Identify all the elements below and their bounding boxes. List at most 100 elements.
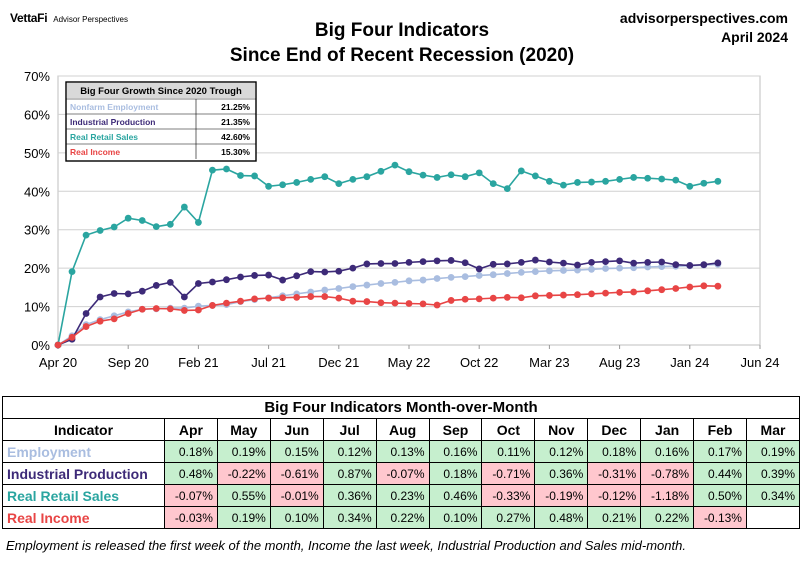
mom-value-cell: 0.34% [322, 506, 377, 529]
data-point-industrial [461, 259, 469, 267]
data-point-industrial [110, 290, 118, 297]
header-month: Mar [745, 418, 801, 441]
data-point-employment [349, 283, 357, 290]
data-point-retail [110, 223, 118, 231]
data-point-retail [686, 182, 694, 190]
logo-brand: VettaFi [10, 11, 48, 25]
mom-value-cell: 0.12% [322, 440, 377, 463]
data-point-employment [391, 278, 399, 286]
data-point-retail [574, 179, 581, 186]
vettafi-logo: VettaFi Advisor Perspectives [10, 11, 128, 25]
data-point-industrial [391, 260, 399, 267]
data-point-retail [658, 175, 666, 183]
data-point-income [335, 294, 343, 302]
mom-value-cell: 0.16% [640, 440, 695, 463]
mom-value-cell: 0.19% [216, 506, 271, 529]
data-point-income [658, 286, 666, 294]
data-point-retail [349, 175, 357, 183]
data-point-industrial [560, 259, 567, 267]
data-point-income [672, 285, 680, 292]
data-point-retail [180, 203, 188, 211]
mom-value-cell: 0.39% [745, 462, 801, 485]
mom-value-cell: 0.87% [322, 462, 377, 485]
data-point-retail [503, 185, 511, 192]
data-point-employment [363, 281, 371, 289]
data-point-employment [461, 273, 469, 280]
table-row: Industrial Production 0.48% -0.22% -0.61% 0.… [2, 462, 801, 485]
data-point-income [475, 295, 483, 303]
data-point-industrial [433, 257, 441, 265]
data-point-income [377, 299, 385, 307]
data-point-retail [68, 268, 76, 276]
inset-legend-label: Real Income [70, 147, 120, 157]
x-tick-label: Jul 21 [251, 355, 286, 370]
data-point-industrial [124, 290, 132, 298]
header-month: Nov [534, 418, 589, 441]
data-point-retail [419, 171, 427, 179]
mom-value-cell: 0.46% [428, 484, 483, 507]
data-point-retail [335, 180, 343, 188]
data-point-income [82, 323, 90, 330]
data-point-income [531, 292, 539, 300]
data-point-income [195, 306, 202, 314]
data-point-industrial [602, 258, 609, 266]
data-point-industrial [419, 258, 427, 266]
data-point-retail [714, 177, 722, 185]
data-point-industrial [195, 280, 202, 287]
mom-value-cell: 0.23% [375, 484, 430, 507]
data-point-industrial [349, 264, 357, 272]
mom-value-cell: 0.36% [322, 484, 377, 507]
data-point-retail [293, 179, 301, 186]
data-point-industrial [293, 272, 301, 280]
data-point-retail [560, 181, 567, 189]
data-point-industrial [377, 260, 385, 267]
mom-value-cell: -0.07% [164, 484, 218, 507]
data-point-retail [152, 223, 160, 231]
data-point-retail [321, 173, 329, 181]
x-tick-label: Jun 24 [740, 355, 779, 370]
mom-value-cell: 0.12% [534, 440, 589, 463]
inset-legend-value: 15.30% [221, 147, 250, 157]
mom-value-cell: 0.21% [587, 506, 642, 529]
header-month: Apr [164, 418, 218, 441]
data-point-industrial [644, 258, 652, 266]
mom-value-cell: -0.22% [216, 462, 271, 485]
data-point-income [391, 299, 399, 307]
data-point-income [293, 293, 301, 301]
data-point-income [447, 297, 455, 304]
mom-value-cell: 0.18% [428, 462, 483, 485]
data-point-income [68, 333, 76, 341]
data-point-industrial [166, 278, 174, 286]
mom-value-cell: -0.01% [269, 484, 324, 507]
header-month: Jun [269, 418, 324, 441]
data-point-industrial [405, 258, 413, 266]
mom-value-cell: 0.27% [481, 506, 536, 529]
mom-value-cell: 0.48% [164, 462, 218, 485]
table-body: Employment 0.18% 0.19% 0.15% 0.12% 0.13% 0.16%… [2, 440, 801, 529]
data-point-employment [447, 273, 455, 281]
data-point-industrial [321, 268, 329, 276]
data-point-income [503, 293, 511, 301]
data-point-retail [124, 214, 132, 222]
data-point-retail [489, 180, 497, 188]
data-point-income [616, 288, 623, 296]
mom-value-cell: -0.78% [640, 462, 695, 485]
data-point-income [363, 298, 371, 305]
data-point-income [138, 305, 146, 313]
data-point-employment [531, 268, 539, 276]
data-point-industrial [138, 287, 146, 295]
data-point-income [588, 290, 595, 298]
mom-value-cell: -0.19% [534, 484, 589, 507]
data-point-employment [335, 285, 343, 292]
data-point-industrial [251, 272, 258, 279]
mom-value-cell: 0.19% [216, 440, 271, 463]
data-point-retail [195, 219, 202, 226]
data-point-retail [447, 171, 455, 179]
data-point-income [349, 297, 357, 305]
inset-legend-value: 21.35% [221, 117, 250, 127]
y-tick-label: 20% [24, 261, 50, 276]
data-point-industrial [700, 261, 708, 269]
mom-value-cell: 0.18% [587, 440, 642, 463]
inset-legend-value: 42.60% [221, 132, 250, 142]
y-tick-label: 60% [24, 107, 50, 122]
